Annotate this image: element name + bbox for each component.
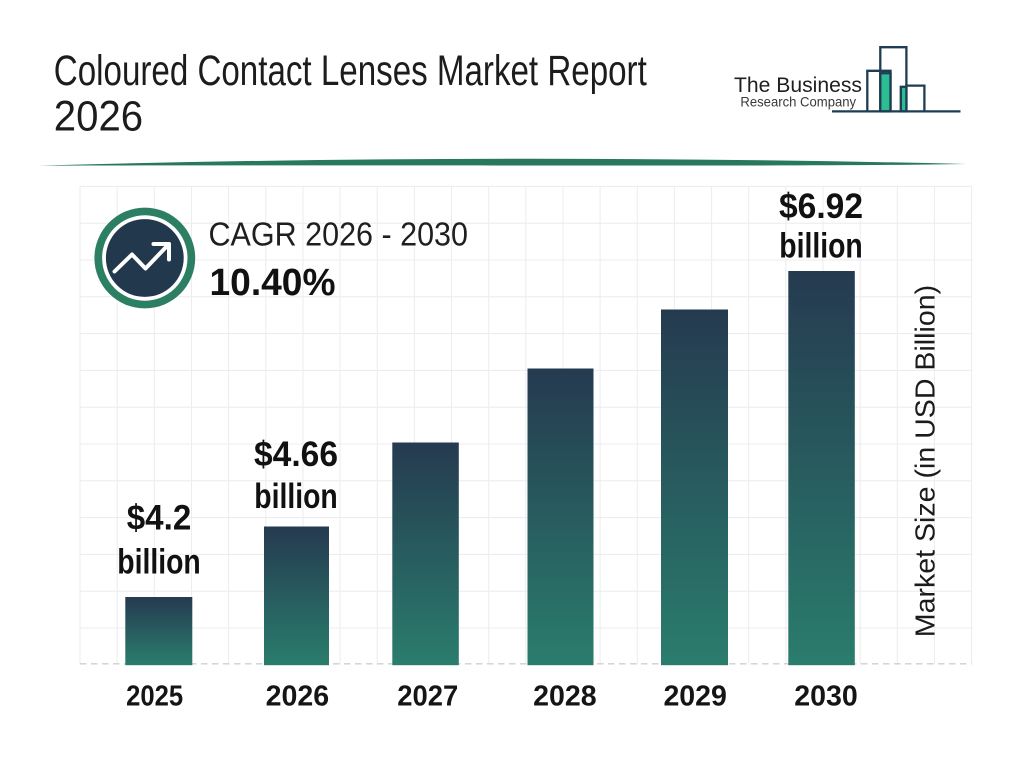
svg-text:$4.2: $4.2 xyxy=(127,499,192,538)
svg-text:Market Size (in USD Billion): Market Size (in USD Billion) xyxy=(910,285,941,637)
svg-text:billion: billion xyxy=(779,226,863,265)
svg-text:2025: 2025 xyxy=(126,680,183,712)
svg-text:The Business: The Business xyxy=(734,72,862,97)
svg-text:2028: 2028 xyxy=(533,680,597,712)
svg-text:$6.92: $6.92 xyxy=(779,187,863,226)
svg-text:billion: billion xyxy=(254,477,338,516)
svg-text:$4.66: $4.66 xyxy=(254,435,338,474)
svg-text:Research Company: Research Company xyxy=(740,94,856,110)
svg-text:2029: 2029 xyxy=(663,680,727,712)
svg-text:2026: 2026 xyxy=(54,94,143,141)
svg-text:2026: 2026 xyxy=(266,680,330,712)
svg-text:Coloured Contact Lenses Market: Coloured Contact Lenses Market Report xyxy=(54,48,647,95)
svg-text:billion: billion xyxy=(117,543,201,582)
svg-text:CAGR 2026 - 2030: CAGR 2026 - 2030 xyxy=(209,217,469,254)
svg-text:10.40%: 10.40% xyxy=(210,262,336,304)
svg-text:2027: 2027 xyxy=(397,680,458,712)
svg-text:2030: 2030 xyxy=(794,680,858,712)
